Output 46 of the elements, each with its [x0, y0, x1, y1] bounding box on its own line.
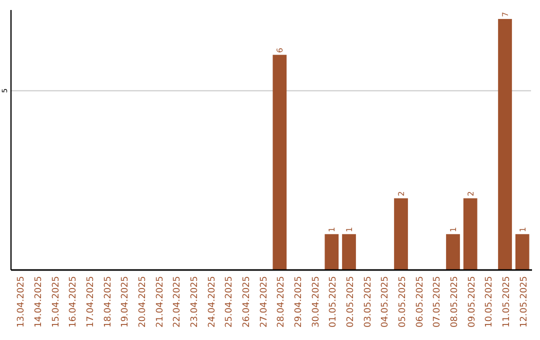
x-tick-label: 13.04.2025 — [16, 276, 27, 328]
bar — [515, 234, 530, 270]
bar — [463, 198, 478, 270]
x-tick-label: 22.04.2025 — [172, 276, 183, 328]
data-label: 1 — [449, 227, 458, 232]
bar — [342, 234, 356, 270]
data-label: 1 — [328, 227, 337, 232]
x-tick-label: 12.05.2025 — [519, 276, 530, 328]
data-label: 1 — [345, 227, 354, 232]
x-tick-label: 18.04.2025 — [103, 276, 114, 328]
x-tick-label: 03.05.2025 — [363, 276, 374, 328]
x-tick-label: 29.04.2025 — [294, 276, 304, 328]
x-tick-label: 15.04.2025 — [51, 276, 62, 328]
x-tick-label: 28.04.2025 — [276, 276, 287, 328]
x-tick-label: 30.04.2025 — [311, 276, 322, 328]
x-tick-label: 27.04.2025 — [259, 276, 270, 328]
bar — [272, 54, 287, 270]
x-tick-label: 02.05.2025 — [346, 276, 356, 328]
x-tick-label: 01.05.2025 — [328, 276, 339, 328]
x-tick-label: 26.04.2025 — [242, 276, 252, 328]
x-tick-label: 24.04.2025 — [207, 276, 218, 328]
bar — [324, 234, 339, 270]
data-label: 7 — [501, 12, 510, 17]
x-tick-label: 21.04.2025 — [155, 276, 166, 328]
x-tick-label: 11.05.2025 — [502, 276, 512, 328]
data-label: 2 — [397, 191, 406, 196]
x-tick-label: 14.04.2025 — [34, 276, 44, 328]
bar — [498, 18, 512, 270]
data-label: 2 — [466, 191, 476, 196]
x-tick-label: 05.05.2025 — [398, 276, 408, 328]
data-label: 1 — [518, 227, 528, 232]
x-tick-label: 23.04.2025 — [190, 276, 200, 328]
x-tick-label: 09.05.2025 — [467, 276, 478, 328]
x-tick-label: 16.04.2025 — [68, 276, 79, 328]
x-tick-label: 10.05.2025 — [484, 276, 495, 328]
x-tick-label: 17.04.2025 — [86, 276, 96, 328]
bar — [394, 198, 408, 270]
x-tick-label: 06.05.2025 — [415, 276, 426, 328]
x-tick-label: 07.05.2025 — [432, 276, 443, 328]
x-tick-label: 25.04.2025 — [224, 276, 235, 328]
x-tick-label: 08.05.2025 — [450, 276, 460, 328]
x-tick-label: 19.04.2025 — [120, 276, 131, 328]
x-tick-label: 20.04.2025 — [138, 276, 148, 328]
data-label: 6 — [276, 48, 285, 53]
bar — [446, 234, 460, 270]
x-tick-label: 04.05.2025 — [380, 276, 391, 328]
